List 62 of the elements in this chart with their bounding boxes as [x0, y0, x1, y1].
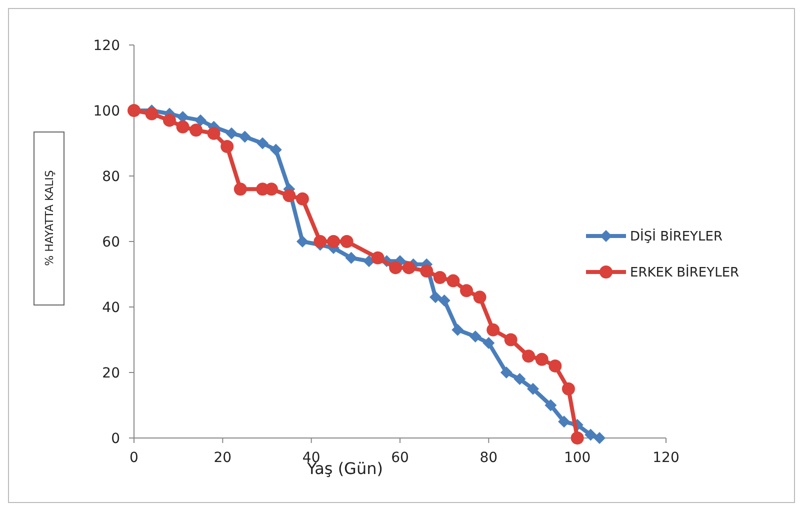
point — [345, 252, 358, 264]
point — [433, 271, 446, 284]
y-tick-label: 20 — [102, 365, 120, 382]
x-tick-label: 60 — [391, 450, 409, 466]
point — [500, 366, 512, 378]
point — [584, 428, 597, 441]
x-tick-label: 80 — [480, 450, 498, 466]
legend-label: ERKEK BİREYLER — [630, 264, 740, 281]
y-tick-label: 100 — [93, 103, 120, 120]
point — [544, 399, 557, 412]
point — [486, 323, 500, 336]
point — [446, 274, 460, 288]
point — [282, 189, 296, 202]
point — [522, 350, 536, 363]
point — [194, 114, 206, 126]
point — [402, 261, 416, 274]
point — [145, 107, 158, 120]
y-tick-label: 0 — [111, 430, 120, 447]
y-tick-label: 40 — [102, 300, 120, 316]
y-tick-label: 80 — [102, 168, 120, 185]
y-tick-label: 120 — [93, 38, 120, 54]
y-tick-label: 60 — [102, 234, 120, 250]
x-tick-label: 20 — [214, 450, 232, 466]
point — [238, 130, 251, 143]
point — [570, 432, 584, 444]
point — [562, 382, 575, 396]
point — [429, 291, 442, 304]
point — [256, 137, 269, 150]
point — [296, 192, 309, 206]
point — [594, 432, 606, 444]
point — [548, 359, 562, 372]
point — [438, 294, 450, 306]
x-tick-label: 120 — [652, 450, 680, 466]
point — [420, 264, 434, 278]
point — [207, 126, 220, 140]
point — [469, 330, 482, 342]
point — [296, 236, 308, 248]
point — [371, 251, 384, 264]
point — [535, 352, 548, 366]
point — [514, 373, 526, 386]
point — [558, 416, 570, 428]
x-tick-label: 0 — [130, 450, 138, 466]
point — [234, 182, 247, 196]
point — [460, 284, 473, 298]
point — [314, 235, 327, 248]
point — [176, 120, 190, 134]
point — [220, 140, 234, 154]
point — [504, 333, 518, 346]
point — [473, 290, 486, 304]
point — [527, 382, 539, 395]
point — [270, 144, 282, 156]
x-tick-label: 100 — [564, 450, 591, 466]
point — [162, 114, 176, 127]
point — [340, 235, 354, 248]
point — [452, 324, 464, 336]
point — [327, 235, 340, 248]
point — [226, 127, 238, 140]
point — [190, 124, 203, 137]
y-axis-title: % HAYATTA KALIŞ — [43, 170, 56, 266]
legend-label: DİŞİ BİREYLER — [630, 228, 722, 245]
point — [389, 261, 402, 274]
point — [482, 337, 495, 350]
